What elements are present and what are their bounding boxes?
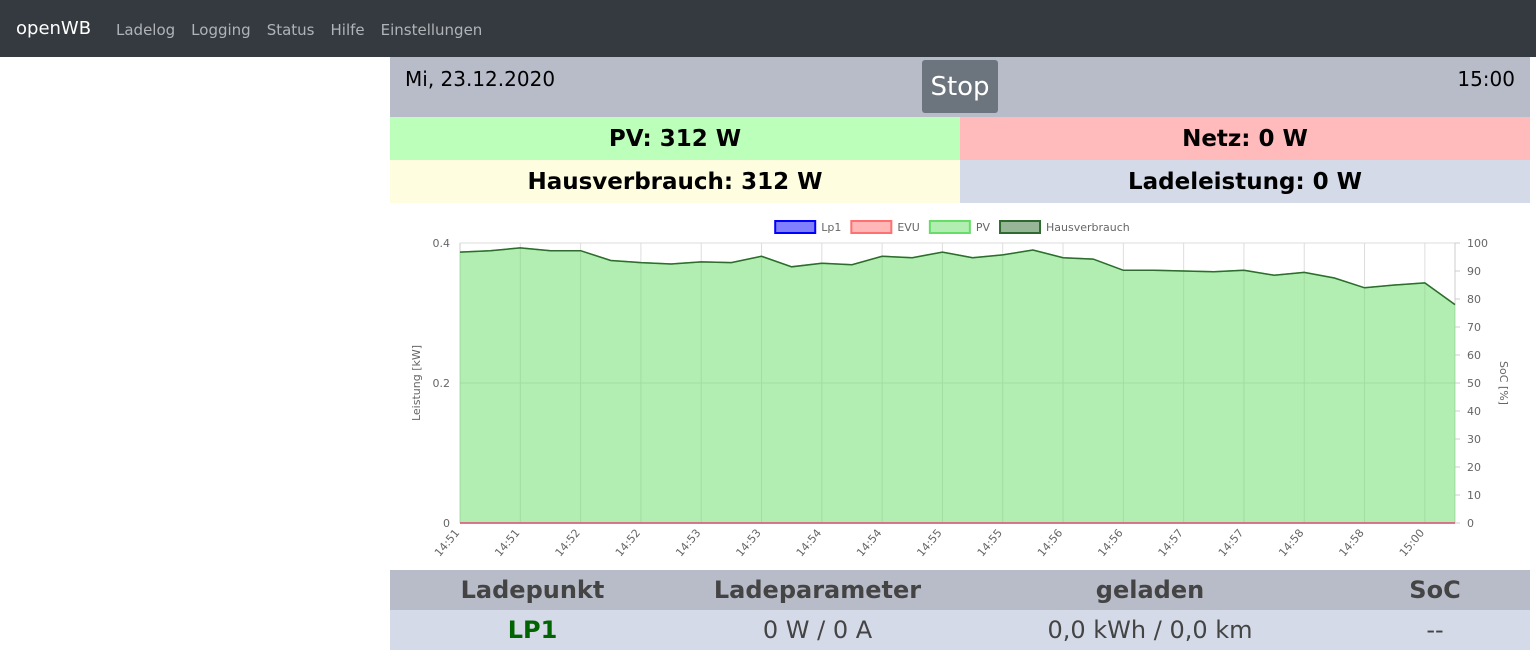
y2-tick-label: 80 [1467, 293, 1481, 306]
nav-link[interactable]: Einstellungen [380, 21, 483, 39]
x-tick-label: 14:51 [492, 527, 522, 560]
x-tick-label: 14:56 [1035, 527, 1065, 560]
td: 0,0 kWh / 0,0 km [1047, 616, 1253, 644]
x-tick-label: 14:54 [854, 527, 884, 560]
td: 0 W / 0 A [762, 616, 873, 644]
legend-label: EVU [897, 221, 920, 234]
x-tick-label: 14:55 [914, 527, 944, 560]
x-tick-label: 14:57 [1216, 527, 1246, 560]
haus-cell: Hausverbrauch: 312 W [390, 160, 960, 203]
x-tick-label: 14:52 [553, 527, 583, 560]
x-tick-label: 15:00 [1397, 527, 1427, 560]
legend: Lp1 EVU PV Hausverbrauch [774, 220, 1130, 234]
navbar: openWB Ladelog Logging Status Hilfe Eins… [0, 0, 1536, 57]
date: Mi, 23.12.2020 [405, 67, 556, 91]
x-tick-label: 14:58 [1337, 527, 1367, 560]
pv-cell: PV: 312 W [390, 117, 960, 160]
y2-tick-label: 10 [1467, 489, 1481, 502]
y2-tick-label: 40 [1467, 405, 1481, 418]
table-header [390, 570, 1530, 610]
x-tick-label: 14:56 [1095, 527, 1125, 560]
legend-swatch [928, 220, 971, 234]
legend-label: Lp1 [821, 221, 841, 234]
th: geladen [1095, 576, 1205, 604]
y2-axis-label: SoC [%] [1497, 361, 1510, 405]
legend-label: PV [976, 221, 991, 234]
y2-tick-label: 50 [1467, 377, 1481, 390]
td: LP1 [507, 616, 558, 644]
x-tick-label: 14:51 [432, 527, 462, 560]
lade-cell: Ladeleistung: 0 W [960, 160, 1530, 203]
nav-link[interactable]: Hilfe [330, 21, 365, 39]
x-tick-label: 14:54 [794, 527, 824, 560]
y2-tick-label: 100 [1467, 237, 1488, 250]
nav-link[interactable]: Ladelog [116, 21, 176, 39]
legend-swatch [774, 220, 817, 234]
line [459, 247, 1456, 306]
th: Ladeparameter [713, 576, 922, 604]
y-tick-label: 0.2 [433, 377, 451, 390]
netz-cell: Netz: 0 W [960, 117, 1530, 160]
y2-tick-label: 0 [1467, 517, 1474, 530]
table-row [390, 610, 1530, 650]
y2-tick-label: 20 [1467, 461, 1481, 474]
y-axis-label: Leistung [kW] [410, 345, 423, 421]
x-tick-label: 14:52 [613, 527, 643, 560]
nav-links: Ladelog Logging Status Hilfe Einstellung… [116, 21, 482, 39]
brand[interactable]: openWB [16, 18, 92, 39]
td: -- [1426, 616, 1444, 644]
y2-tick-label: 60 [1467, 349, 1481, 362]
x-tick-label: 14:53 [733, 527, 763, 560]
header-row: Mi, 23.12.2020 Stop 15:00 [390, 57, 1530, 117]
x-tick-label: 14:58 [1276, 527, 1306, 560]
legend-swatch [850, 220, 893, 234]
x-tick-label: 14:53 [673, 527, 703, 560]
legend-label: Hausverbrauch [1046, 221, 1130, 234]
chart: 0 0.2 0.4 0 10 20 30 40 50 60 70 80 90 100 14:51 14:51 1… [410, 220, 1510, 560]
th: SoC [1409, 576, 1461, 604]
y2-tick-label: 70 [1467, 321, 1481, 334]
legend-swatch [999, 220, 1042, 234]
nav-link[interactable]: Status [266, 21, 315, 39]
time: 15:00 [1457, 67, 1515, 91]
th: Ladepunkt [460, 576, 605, 604]
nav-link[interactable]: Logging [191, 21, 251, 39]
y-tick-label: 0.4 [433, 237, 451, 250]
y2-tick-label: 90 [1467, 265, 1481, 278]
y2-tick-label: 30 [1467, 433, 1481, 446]
area [460, 247, 1455, 523]
stop-button[interactable]: Stop [922, 60, 998, 113]
x-tick-label: 14:55 [975, 527, 1005, 560]
x-tick-label: 14:57 [1156, 527, 1186, 560]
y-tick-label: 0 [443, 517, 450, 530]
